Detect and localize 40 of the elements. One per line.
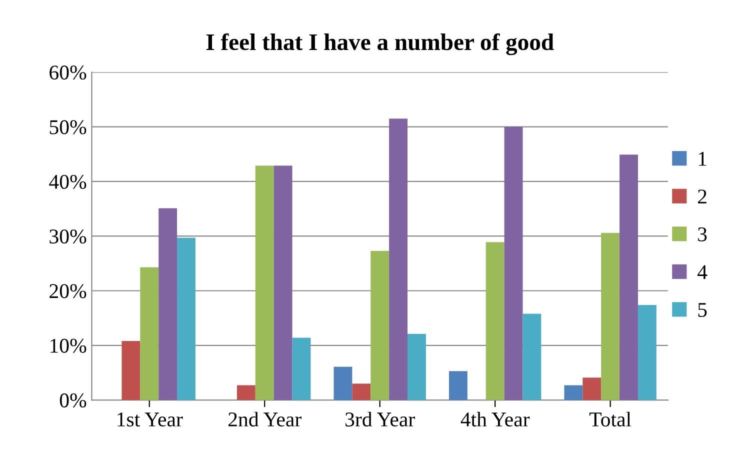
bar bbox=[140, 267, 159, 400]
bar bbox=[274, 166, 292, 400]
bar bbox=[389, 118, 408, 400]
bar bbox=[522, 314, 542, 400]
bar bbox=[177, 238, 196, 400]
bar bbox=[122, 341, 140, 400]
chart-title: I feel that I have a number of good bbox=[206, 33, 554, 56]
x-tick-label: 3rd Year bbox=[346, 412, 415, 427]
bar bbox=[292, 338, 311, 400]
bar bbox=[408, 334, 426, 400]
legend-label: 2 bbox=[698, 190, 706, 204]
y-tick-label: 50% bbox=[50, 120, 86, 134]
bar bbox=[255, 166, 274, 400]
legend-label: 5 bbox=[698, 303, 707, 317]
legend-label: 3 bbox=[698, 227, 707, 242]
y-tick-label: 0% bbox=[60, 393, 86, 408]
x-tick-label: 4th Year bbox=[460, 412, 530, 427]
bar bbox=[504, 126, 523, 400]
legend-label: 4 bbox=[698, 265, 708, 279]
bar bbox=[486, 242, 504, 400]
x-tick-label: 2nd Year bbox=[228, 412, 302, 427]
bar bbox=[236, 385, 256, 400]
y-tick-label: 30% bbox=[50, 229, 86, 244]
legend-label: 1 bbox=[698, 152, 706, 166]
bar bbox=[334, 366, 352, 400]
bar bbox=[564, 385, 583, 400]
x-tick-label: 1st Year bbox=[118, 412, 183, 427]
bar bbox=[158, 208, 178, 400]
bar bbox=[352, 384, 371, 400]
bar bbox=[620, 154, 638, 400]
bar bbox=[370, 250, 390, 400]
y-tick-label: 20% bbox=[50, 284, 86, 298]
bar bbox=[448, 371, 468, 400]
y-tick-label: 60% bbox=[50, 66, 86, 80]
y-tick-label: 10% bbox=[50, 338, 86, 353]
bar bbox=[638, 304, 656, 400]
x-tick-label: Total bbox=[589, 412, 632, 427]
bar bbox=[582, 378, 602, 400]
y-tick-label: 40% bbox=[49, 174, 86, 189]
bar bbox=[601, 232, 620, 400]
